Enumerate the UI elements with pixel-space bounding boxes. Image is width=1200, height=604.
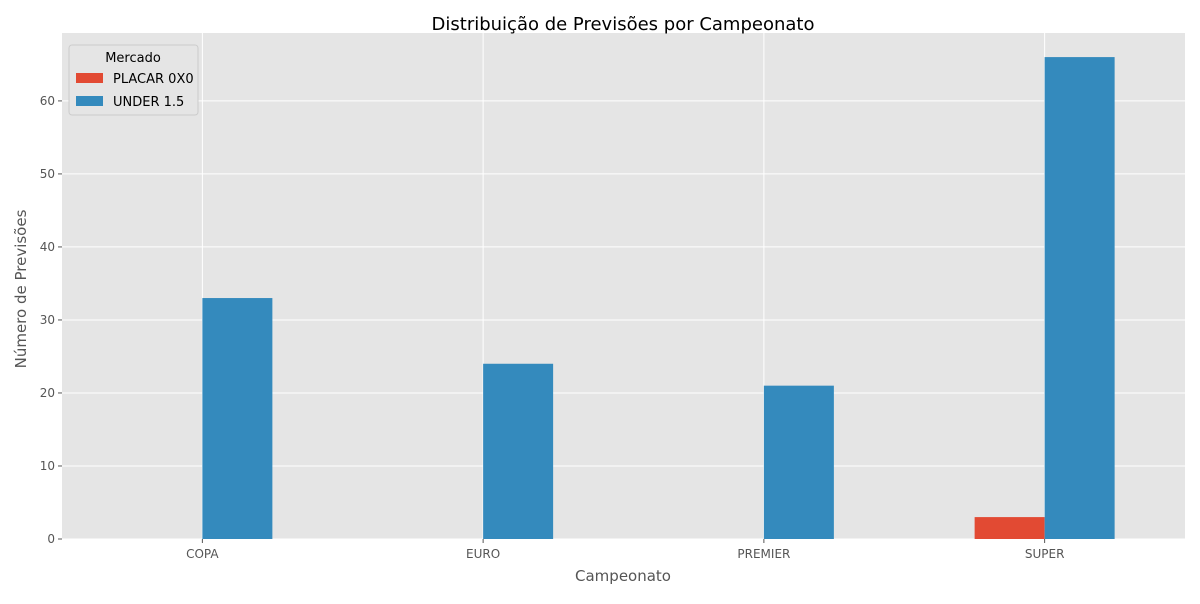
x-axis-label: Campeonato [575,567,671,585]
x-tick-label: SUPER [1025,547,1065,561]
chart-title: Distribuição de Previsões por Campeonato [432,14,815,35]
legend-items: PLACAR 0X0 UNDER 1.5 [76,72,194,110]
y-tick-label: 20 [40,386,55,400]
bar [483,363,554,539]
x-axis-ticks: COPA EURO PREMIER SUPER [186,539,1064,561]
y-tick-label: 10 [40,459,55,473]
y-tick-label: 40 [40,240,55,254]
legend-swatch [76,73,103,83]
legend-swatch [76,96,103,106]
x-tick-label: COPA [186,547,219,561]
x-tick-label: PREMIER [737,547,790,561]
legend: Mercado PLACAR 0X0 UNDER 1.5 [68,44,199,116]
y-tick-label: 0 [47,532,55,546]
y-axis-ticks: 0 10 20 30 40 50 60 [40,94,62,546]
bars [202,57,1115,539]
legend-label: PLACAR 0X0 [113,72,194,87]
bar [202,298,273,539]
legend-title: Mercado [105,51,161,66]
bar [974,517,1045,539]
bar [763,385,834,539]
y-tick-label: 60 [40,94,55,108]
y-tick-label: 50 [40,167,55,181]
y-tick-label: 30 [40,313,55,327]
y-axis-label: Número de Previsões [12,209,30,368]
legend-label: UNDER 1.5 [113,95,184,110]
x-tick-label: EURO [466,547,500,561]
bar [1044,57,1115,539]
